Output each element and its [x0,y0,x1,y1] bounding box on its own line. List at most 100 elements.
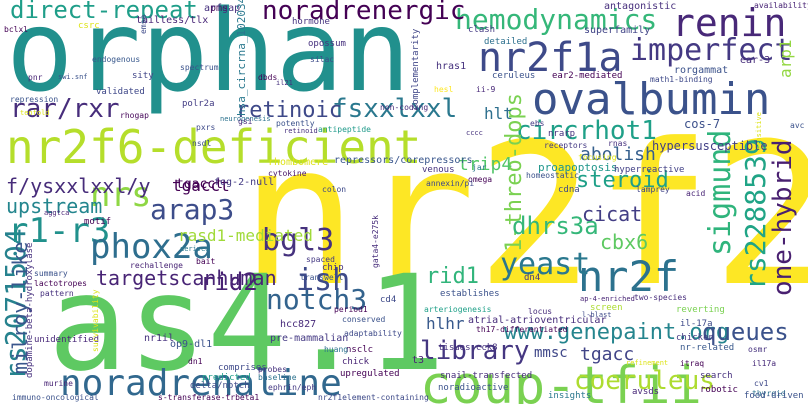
word-focusing: focusing [578,153,617,162]
word-abolish: abolish [580,144,656,165]
word-delta-notch: delta/notch [190,381,250,391]
word-emsa: emsa [139,14,148,34]
word-pattern: pattern [40,289,74,298]
word-ebs: ebs [530,119,545,128]
word-noradrenaline: noradrenaline [60,363,342,404]
word-annexin-pi: annexin/pi [426,179,475,188]
word-bgl3: bgl3 [262,223,335,258]
word-orphan: orphan [6,0,411,117]
word-hsa-circrna-102034: hsa_circrna_102034 [235,0,248,116]
word-cdna: cdna [558,185,580,195]
word-dn1: dn1 [188,357,203,366]
word-tisues-cck8: tisues.cck8 [438,343,498,353]
word-f-ysxxlxxl-y: f/ysxxlxxl/y [6,174,151,198]
word-arap3: arap3 [150,193,235,226]
word-retinoic: retinoic [236,98,342,123]
word-upregulated: upregulated [340,369,400,379]
word-nr2f1a: nr2f1a [478,35,623,81]
word-osmr: osmr [748,345,768,354]
word-tgacct: tgacct [172,176,230,195]
word-nr2f6-deficient: nr2f6-deficient [6,120,422,174]
word-coeruleus: coeruleus [574,366,715,396]
word-jar: jar [472,163,487,172]
word-complementarity: complementarity [411,28,421,110]
word-rorgammat: rorgammat [674,65,729,76]
word-locus: locus [528,307,553,316]
word-ii-9: ii-9 [476,85,496,94]
word-ceruleus: ceruleus [492,71,536,81]
word-adaptability: adaptability [344,329,402,338]
word-aggtca: aggtca [44,209,70,217]
word-cos-7: cos-7 [684,117,721,131]
word-potently: potently [276,119,315,128]
word-nr2f2: nr2f2 [240,102,808,330]
word-period1: period1 [334,305,368,314]
word-antagonistic: antagonistic [604,1,677,12]
word-swi-snf: swi.snf [58,73,88,81]
word-library: library [420,336,530,366]
word-bait: bait [196,257,216,266]
word-gata4-e275k: gata4-e275k [371,215,380,268]
word-lactotropes: lactotropes [34,279,87,288]
word-arteriogenesis: arteriogenesis [424,305,492,314]
word-predicted: predicted [202,373,251,383]
word-derived: derived [180,245,210,253]
word-reverting: reverting [676,305,725,315]
word-renin: renin [672,1,787,45]
word-hesl: hesl [434,85,454,94]
word-polr2a: polr2a [182,99,215,109]
word-pxrs: pxrs [196,123,216,132]
word-availability: availability [754,1,808,10]
word-unidentified: unidentified [34,335,100,345]
word-immuno-oncological: immuno-oncological [12,393,99,402]
word-dopamine-beta-hydroxylase: dopamine-beta-hydroxylase [25,242,35,378]
word-nr2f: nr2f [578,252,680,301]
word-refinement: refinement [626,359,669,367]
word-r1-r3: r1-r3 [8,211,111,251]
word-yeast: yeast [500,247,591,282]
word-survivability: survivability [91,289,100,352]
word-il-17a: il-17a [680,319,713,329]
word-nsdl: nsdl [192,139,212,148]
word-as4-1: as4.1 [48,247,446,401]
word-hlhr: hlhr [426,314,465,333]
word-pnr: pnr [28,73,43,82]
word-spectrum: spectrum [180,63,219,72]
word-imperfect: imperfect [630,33,793,68]
word-comprises: comprises [218,363,267,373]
word-murine: murine [44,379,73,388]
word-arfgap: arfgap [204,3,241,14]
word-atrial-atrioventricular: atrial-atrioventricular [468,315,607,326]
word-rid1: rid1 [426,264,479,289]
word-chick: chick [342,357,370,367]
word-tailless-tlx: tailless/tlx [136,15,209,26]
word-noradrenergic: noradrenergic [262,0,466,26]
word-tgacct-2: tgacct [176,177,223,192]
word-nrs: nrs [90,175,152,215]
word-establishes: establishes [440,289,500,299]
word-nsclc: nsclc [346,345,374,355]
word-chicken: chicken [676,333,714,343]
word-cicat: cicat [582,202,643,226]
word-receptors: receptors [544,141,588,150]
word-tenfold: tenfold [20,109,50,117]
word-robotic: robotic [700,385,738,395]
word-cbx6: cbx6 [600,230,649,254]
word-snail-transfected: snail-transfected [440,371,533,381]
word-repression: repression [10,95,59,104]
word-math1-binding: math1-binding [650,75,713,84]
word-rid2: rid2 [200,268,258,296]
word-spaced: spaced [306,255,335,264]
word-hyperreactive: hyperreactive [614,165,685,175]
word-one-hybrid: one-hybrid [768,139,798,296]
word-search: search [700,371,733,381]
word-lamprey: lamprey [636,185,670,194]
word-cytokine: cytokine [268,169,307,178]
word-silac: silac [310,55,335,64]
word-il17a: il17a [752,359,777,368]
word-rasd1-mediated: rasd1-mediated [178,226,313,245]
word-dhrs3a: dhrs3a [512,212,599,240]
word-ap-4-enriched: ap-4-enriched [580,295,635,303]
word-arp1: arp1 [776,39,795,78]
